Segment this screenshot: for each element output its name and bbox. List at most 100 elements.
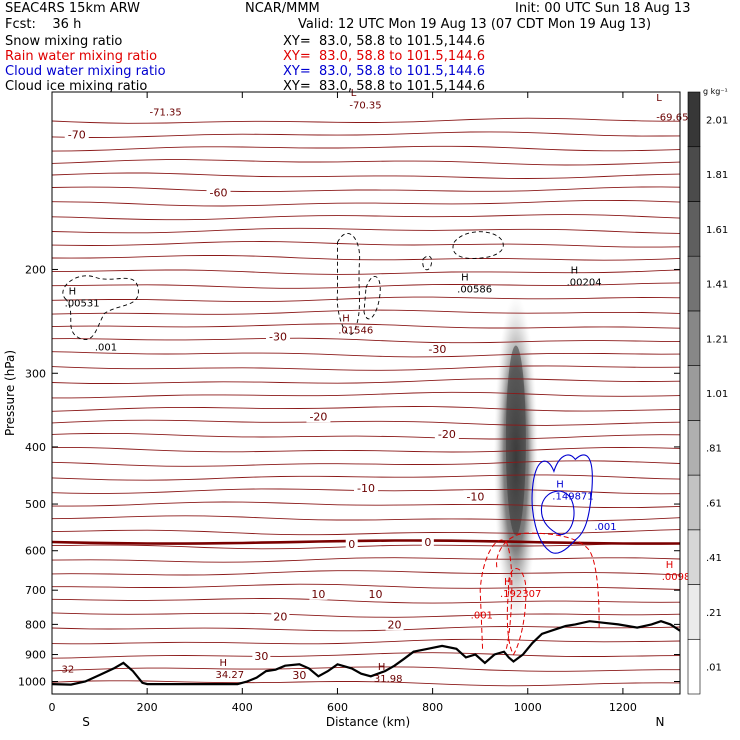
colorbar-label: 1.41 xyxy=(706,280,728,291)
isotherm-line xyxy=(52,446,680,453)
y-tick-label: 1000 xyxy=(18,676,46,689)
annotation-high-marker: H xyxy=(342,314,350,325)
annotation-value: .00204 xyxy=(567,277,602,288)
annotation-value: 34.27 xyxy=(215,670,244,681)
colorbar-label: .01 xyxy=(706,663,722,674)
forecast-hour: Fcst: 36 h xyxy=(5,17,82,32)
valid-time: Valid: 12 UTC Mon 19 Aug 13 (07 CDT Mon … xyxy=(298,17,652,32)
x-tick-label: 200 xyxy=(137,701,158,714)
isotherm-line xyxy=(52,365,680,371)
isotherm-label-bg xyxy=(306,410,331,423)
isotherm-label-bg xyxy=(385,618,404,631)
isotherm-line xyxy=(52,501,680,509)
y-tick-label: 200 xyxy=(25,263,46,276)
annotation-value: .01546 xyxy=(338,326,373,337)
cloud-ice-contour xyxy=(336,233,361,335)
rain-contour xyxy=(506,568,527,656)
plot-frame xyxy=(51,91,681,695)
init-time: Init: 00 UTC Sun 18 Aug 13 xyxy=(515,1,691,16)
colorbar-label: .61 xyxy=(706,498,722,509)
isotherm-line xyxy=(52,214,680,221)
isotherm-line xyxy=(52,432,680,440)
isotherm-label: 0 xyxy=(424,536,431,549)
y-tick-label: 300 xyxy=(25,367,46,380)
colorbar-label: .81 xyxy=(706,444,722,455)
annotation-high-marker: H xyxy=(571,265,579,276)
isotherm-line xyxy=(52,583,680,590)
colorbar-label: 1.21 xyxy=(706,334,728,345)
colorbar-segment xyxy=(687,146,701,202)
isotherm-label: 0 xyxy=(348,538,355,551)
isotherm-line xyxy=(52,406,680,412)
isotherm-line xyxy=(52,337,680,344)
isotherm-line xyxy=(52,598,680,604)
colorbar-segment xyxy=(687,529,701,585)
x-tick-label: 0 xyxy=(49,701,56,714)
isotherm-label: 30 xyxy=(292,669,306,682)
isotherm-label: -70 xyxy=(68,128,86,141)
isotherm-label: 20 xyxy=(388,618,402,631)
isotherm-line xyxy=(52,529,680,536)
annotation-value: .149871 xyxy=(552,492,593,503)
colorbar-segment xyxy=(687,201,701,257)
field-label-snow: Snow mixing ratio xyxy=(5,34,123,49)
isotherm-line xyxy=(52,172,680,179)
field-xy-cloud-water: XY= 83.0, 58.8 to 101.5,144.6 xyxy=(283,64,486,79)
isotherm-label: 10 xyxy=(369,588,383,601)
annotation-label: -69.65 xyxy=(656,112,688,123)
annotation-value: 31.98 xyxy=(374,674,403,685)
y-tick-label: 800 xyxy=(25,618,46,631)
isotherm-label: -10 xyxy=(357,482,375,495)
isotherm-label-bg xyxy=(64,128,89,141)
colorbar-units: g kg⁻¹ xyxy=(703,87,728,96)
y-tick-label: 500 xyxy=(25,498,46,511)
annotation-label: L xyxy=(656,93,662,104)
isotherm-line xyxy=(52,638,680,645)
isotherm-line xyxy=(52,419,680,426)
annotation-label: .001 xyxy=(594,522,616,533)
y-tick-label: 700 xyxy=(25,584,46,597)
x-tick-label: 1000 xyxy=(514,701,542,714)
isotherm-line xyxy=(52,131,680,138)
isotherm-label-bg xyxy=(271,610,290,623)
colorbar-segment xyxy=(687,310,701,366)
isotherm-line xyxy=(52,117,680,124)
field-xy-snow: XY= 83.0, 58.8 to 101.5,144.6 xyxy=(283,34,486,49)
south-end-label: S xyxy=(82,715,90,729)
annotation-value: .0098 xyxy=(662,572,691,583)
annotation-value: .00586 xyxy=(457,285,492,296)
isotherm-label: -30 xyxy=(428,343,446,356)
terrain-line xyxy=(52,620,680,686)
isotherm-line xyxy=(52,460,680,467)
colorbar-label: 1.01 xyxy=(706,389,728,400)
isotherm-line xyxy=(52,626,680,632)
cloud-ice-contour xyxy=(363,276,381,320)
field-label-cloud-ice: Cloud ice mixing ratio xyxy=(5,79,148,94)
colorbar-label: 1.61 xyxy=(706,225,728,236)
isotherm-label-bg xyxy=(434,427,459,440)
snow-shading-core xyxy=(505,345,526,536)
colorbar-segment xyxy=(687,584,701,640)
isotherm-line xyxy=(52,391,680,399)
y-tick-label: 400 xyxy=(25,441,46,454)
isotherm-line xyxy=(52,241,680,248)
isotherm-label-bg xyxy=(252,649,271,662)
annotation-high-marker: H xyxy=(378,662,386,673)
isotherm-label-bg xyxy=(421,536,434,549)
y-tick-label: 900 xyxy=(25,649,46,662)
isotherm-label: -20 xyxy=(309,410,327,423)
isotherm-line xyxy=(52,199,680,207)
annotation-high-marker: H xyxy=(69,287,77,298)
cloud-ice-contour xyxy=(422,255,433,271)
isotherm-label: -30 xyxy=(269,331,287,344)
isotherm-label: 10 xyxy=(311,588,325,601)
isotherm-label: -60 xyxy=(210,186,228,199)
isotherm-label: -20 xyxy=(438,428,456,441)
isotherm-line xyxy=(52,570,680,576)
isotherm-label-bg xyxy=(206,186,231,199)
colorbar-segment xyxy=(687,638,701,695)
rain-contour xyxy=(496,532,600,628)
annotation-label: .001 xyxy=(471,611,493,622)
colorbar-segment xyxy=(687,91,701,148)
x-tick-label: 400 xyxy=(232,701,253,714)
